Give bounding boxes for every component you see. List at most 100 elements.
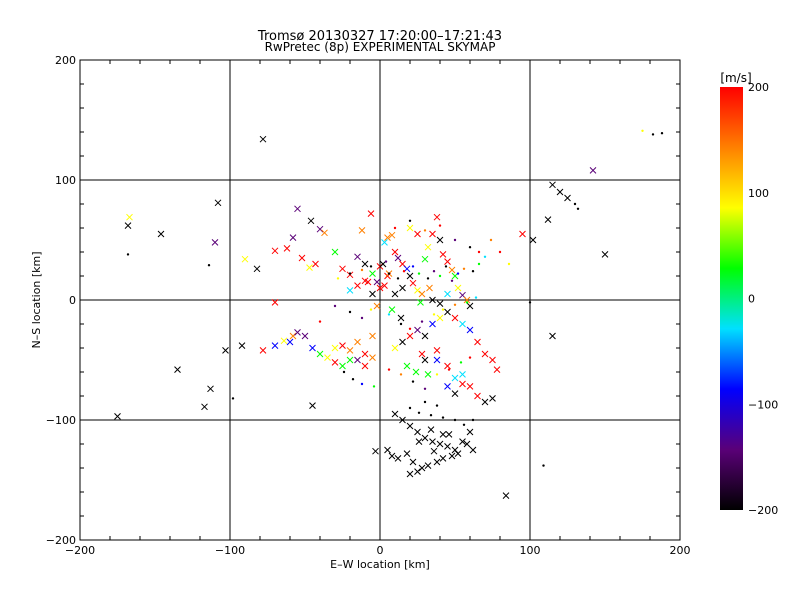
- scatter-point-cross: [474, 392, 481, 400]
- scatter-point-cross: [426, 284, 433, 292]
- scatter-point-cross: [298, 254, 306, 262]
- scatter-point-cross: [406, 224, 414, 232]
- scatter-point-cross: [373, 278, 381, 286]
- y-tick-label: 0: [69, 294, 76, 307]
- scatter-point-cross: [439, 251, 447, 258]
- chart-subtitle: RwPretec (8p) EXPERIMENTAL SKYMAP: [265, 40, 496, 54]
- scatter-point-cross: [238, 342, 246, 349]
- scatter-point-cross: [424, 371, 432, 378]
- scatter-point-cross: [397, 314, 405, 322]
- scatter-point-cross: [439, 431, 447, 438]
- scatter-point-cross: [549, 181, 556, 189]
- scatter-point-cross: [502, 492, 510, 499]
- scatter-point-cross: [361, 260, 369, 268]
- scatter-point-cross: [489, 356, 496, 364]
- scatter-point-dot: [462, 423, 466, 426]
- scatter-point-cross: [451, 390, 459, 397]
- scatter-point-cross: [459, 320, 466, 328]
- scatter-point-dot: [528, 301, 532, 304]
- scatter-point-cross: [406, 470, 414, 478]
- scatter-point-cross: [444, 258, 451, 265]
- scatter-point-dot: [348, 310, 352, 314]
- scatter-point-cross: [309, 402, 316, 409]
- scatter-point-dot: [399, 322, 403, 326]
- x-tick-label: 100: [520, 544, 541, 557]
- scatter-point-cross: [564, 194, 571, 202]
- scatter-point-cross: [436, 314, 444, 322]
- scatter-point-dot: [432, 270, 436, 273]
- scatter-point-cross: [339, 265, 346, 273]
- scatter-point-cross: [361, 277, 369, 285]
- scatter-point-cross: [174, 366, 181, 373]
- scatter-point-dot: [387, 272, 391, 275]
- scatter-point-dot: [441, 308, 445, 311]
- scatter-point-cross: [211, 239, 219, 246]
- scatter-point-dot: [360, 382, 364, 386]
- scatter-point-dot: [468, 356, 472, 359]
- axis-ticks: [79, 59, 681, 541]
- scatter-point-cross: [358, 227, 366, 234]
- scatter-point-dot: [342, 370, 346, 374]
- grid-lines: [80, 60, 680, 540]
- scatter-point-dot: [423, 229, 427, 232]
- scatter-point-cross: [415, 438, 423, 445]
- scatter-point-cross: [444, 290, 451, 298]
- scatter-point-cross: [361, 350, 369, 358]
- scatter-point-cross: [403, 362, 411, 370]
- scatter-point-dot: [372, 385, 376, 388]
- scatter-point-dot: [444, 265, 448, 268]
- scatter-point-dot: [384, 260, 388, 263]
- colorbar-tick-label: −100: [748, 398, 778, 411]
- scatter-point-cross: [459, 438, 466, 445]
- scatter-point-cross: [372, 447, 379, 455]
- scatter-point-cross: [444, 383, 451, 390]
- colorbar-tick-labels: 200 100 0 −100 −200: [748, 81, 778, 517]
- scatter-point-dot: [387, 368, 391, 371]
- scatter-point-dot: [333, 304, 337, 308]
- scatter-point-cross: [459, 380, 466, 388]
- scatter-point-cross: [529, 236, 537, 244]
- scatter-point-cross: [241, 255, 249, 263]
- scatter-point-cross: [126, 213, 133, 221]
- scatter-point-cross: [430, 447, 438, 455]
- scatter-point-cross: [451, 314, 459, 322]
- scatter-point-dot: [542, 464, 545, 467]
- scatter-point-cross: [124, 222, 132, 229]
- scatter-point-dot: [435, 404, 439, 407]
- scatter-point-cross: [346, 356, 354, 364]
- scatter-point-cross: [421, 356, 429, 364]
- scatter-point-cross: [454, 450, 462, 457]
- scatter-point-cross: [294, 329, 301, 336]
- scatter-point-dot: [447, 368, 451, 371]
- scatter-point-cross: [294, 205, 301, 213]
- scatter-point-cross: [429, 320, 436, 328]
- scatter-point-dot: [576, 207, 580, 210]
- scatter-point-cross: [373, 302, 381, 310]
- colorbar-label: [m/s]: [720, 71, 751, 85]
- scatter-point-cross: [316, 225, 324, 233]
- scatter-point-cross: [412, 368, 420, 376]
- scatter-point-cross: [601, 251, 609, 258]
- scatter-point-dot: [474, 296, 478, 299]
- scatter-point-cross: [361, 362, 369, 370]
- scatter-point-dot: [393, 226, 397, 230]
- scatter-point-cross: [466, 326, 474, 334]
- scatter-point-dot: [420, 320, 424, 323]
- scatter-point-cross: [414, 428, 421, 436]
- scatter-point-dot: [507, 262, 511, 266]
- scatter-point-cross: [316, 350, 324, 358]
- scatter-point-cross: [354, 356, 361, 364]
- scatter-point-cross: [454, 284, 462, 292]
- scatter-point-cross: [331, 359, 339, 366]
- scatter-point-dot: [126, 253, 130, 256]
- scatter-point-dot: [471, 418, 475, 422]
- scatter-point-dot: [483, 255, 487, 258]
- scatter-point-cross: [259, 135, 267, 143]
- scatter-point-cross: [459, 371, 466, 378]
- scatter-point-cross: [417, 299, 424, 306]
- scatter-point-dot: [387, 313, 391, 316]
- scatter-point-dot: [453, 238, 457, 242]
- scatter-point-cross: [448, 452, 456, 460]
- scatter-point-cross: [114, 413, 121, 420]
